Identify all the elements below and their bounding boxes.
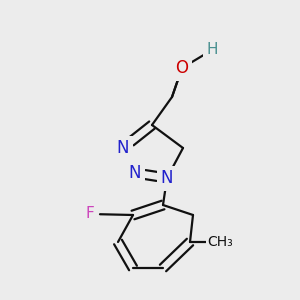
Text: H: H: [206, 43, 218, 58]
Text: N: N: [117, 139, 129, 157]
Text: F: F: [85, 206, 94, 221]
Text: N: N: [129, 164, 141, 182]
Text: CH₃: CH₃: [207, 235, 233, 249]
Text: O: O: [176, 59, 188, 77]
Text: N: N: [161, 169, 173, 187]
